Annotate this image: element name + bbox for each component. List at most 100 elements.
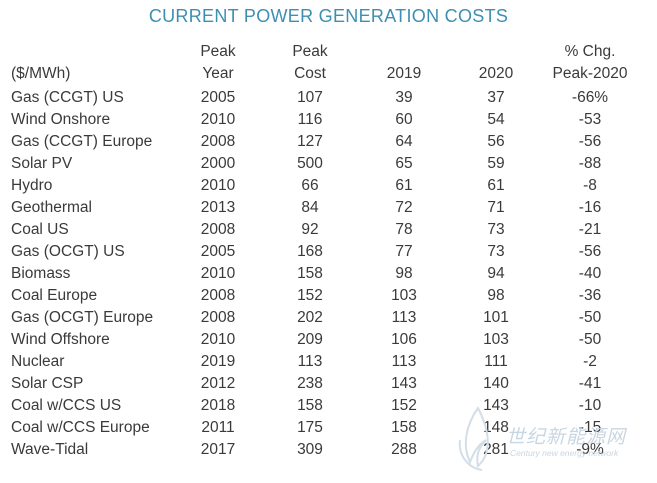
watermark: 世纪新能源网 Century new energy network bbox=[448, 400, 653, 475]
row-pct-change: -50 bbox=[578, 309, 602, 326]
watermark-logo-icon bbox=[458, 406, 489, 471]
row-peak-year: 2010 bbox=[200, 177, 236, 194]
row-peak-cost: 175 bbox=[297, 419, 323, 436]
row-peak-cost: 168 bbox=[297, 243, 323, 260]
row-peak-year: 2005 bbox=[200, 89, 236, 106]
row-pct-change: -50 bbox=[578, 331, 602, 348]
row-pct-change: -9% bbox=[576, 441, 604, 458]
table-row: Coal US 2008 92 78 73 -21 bbox=[0, 219, 657, 241]
table-row: Gas (OCGT) Europe 2008 202 113 101 -50 bbox=[0, 307, 657, 329]
row-2019-cost: 61 bbox=[395, 177, 413, 194]
row-peak-cost: 92 bbox=[301, 221, 319, 238]
row-name: Hydro bbox=[11, 177, 53, 194]
row-2020-cost: 61 bbox=[487, 177, 505, 194]
row-2019-cost: 77 bbox=[395, 243, 413, 260]
table-row: Wave-Tidal 2017 309 288 281 -9% bbox=[0, 439, 657, 461]
row-pct-change: -40 bbox=[578, 265, 602, 282]
row-2019-cost: 78 bbox=[395, 221, 413, 238]
row-2019-cost: 39 bbox=[395, 89, 413, 106]
row-pct-change: -2 bbox=[583, 353, 597, 370]
row-peak-cost: 209 bbox=[297, 331, 323, 348]
table-row: Gas (OCGT) US 2005 168 77 73 -56 bbox=[0, 241, 657, 263]
row-peak-cost: 158 bbox=[297, 397, 323, 414]
row-2019-cost: 106 bbox=[391, 331, 417, 348]
row-name: Biomass bbox=[11, 265, 71, 282]
row-peak-year: 2008 bbox=[200, 287, 236, 304]
row-peak-cost: 127 bbox=[297, 133, 323, 150]
row-2020-cost: 143 bbox=[483, 397, 509, 414]
row-name: Wave-Tidal bbox=[11, 441, 89, 458]
row-2019-cost: 158 bbox=[391, 419, 417, 436]
row-pct-change: -56 bbox=[578, 133, 602, 150]
row-2019-cost: 143 bbox=[391, 375, 417, 392]
row-2020-cost: 37 bbox=[487, 89, 505, 106]
row-peak-year: 2011 bbox=[201, 419, 235, 436]
row-2019-cost: 64 bbox=[395, 133, 413, 150]
watermark-text: 世纪新能源网 bbox=[506, 427, 627, 448]
table-row: Coal w/CCS Europe 2011 175 158 148 -15 bbox=[0, 417, 657, 439]
row-2019-cost: 288 bbox=[391, 441, 417, 458]
row-peak-cost: 152 bbox=[297, 287, 323, 304]
row-2019-cost: 113 bbox=[391, 353, 417, 370]
row-pct-change: -66% bbox=[571, 89, 609, 106]
row-peak-cost: 500 bbox=[297, 155, 323, 172]
row-pct-change: -53 bbox=[578, 111, 602, 128]
row-2020-cost: 140 bbox=[483, 375, 509, 392]
row-2020-cost: 94 bbox=[487, 265, 505, 282]
row-name: Gas (CCGT) Europe bbox=[11, 133, 153, 150]
table-row: Nuclear 2019 113 113 111 -2 bbox=[0, 351, 657, 373]
row-2020-cost: 56 bbox=[487, 133, 505, 150]
table-row: Coal w/CCS US 2018 158 152 143 -10 bbox=[0, 395, 657, 417]
row-2020-cost: 73 bbox=[487, 243, 505, 260]
row-peak-year: 2017 bbox=[200, 441, 236, 458]
row-peak-year: 2012 bbox=[200, 375, 236, 392]
row-2020-cost: 281 bbox=[483, 441, 509, 458]
row-peak-cost: 66 bbox=[301, 177, 319, 194]
header-pct-change-line1: % Chg. bbox=[564, 43, 616, 60]
row-name: Wind Offshore bbox=[11, 331, 110, 348]
row-2020-cost: 59 bbox=[487, 155, 505, 172]
row-peak-cost: 309 bbox=[297, 441, 323, 458]
header-unit: ($/MWh) bbox=[11, 65, 71, 82]
row-2019-cost: 60 bbox=[395, 111, 413, 128]
row-2019-cost: 152 bbox=[391, 397, 417, 414]
row-peak-year: 2010 bbox=[200, 331, 236, 348]
row-2020-cost: 101 bbox=[483, 309, 509, 326]
row-peak-cost: 84 bbox=[301, 199, 319, 216]
row-peak-year: 2013 bbox=[200, 199, 236, 216]
row-pct-change: -10 bbox=[578, 397, 602, 414]
row-name: Coal w/CCS Europe bbox=[11, 419, 150, 436]
row-peak-cost: 113 bbox=[297, 353, 323, 370]
header-peak-cost-line1: Peak bbox=[292, 43, 328, 60]
row-2020-cost: 98 bbox=[487, 287, 505, 304]
row-name: Solar CSP bbox=[11, 375, 84, 392]
row-pct-change: -15 bbox=[578, 419, 602, 436]
row-name: Geothermal bbox=[11, 199, 92, 216]
table-row: Biomass 2010 158 98 94 -40 bbox=[0, 263, 657, 285]
row-name: Coal w/CCS US bbox=[11, 397, 122, 414]
row-peak-year: 2005 bbox=[200, 243, 236, 260]
table-row: Solar PV 2000 500 65 59 -88 bbox=[0, 153, 657, 175]
row-peak-cost: 202 bbox=[297, 309, 323, 326]
header-peak-year-line2: Year bbox=[202, 65, 234, 82]
table-row: Hydro 2010 66 61 61 -8 bbox=[0, 175, 657, 197]
row-pct-change: -41 bbox=[578, 375, 602, 392]
row-pct-change: -56 bbox=[578, 243, 602, 260]
row-2019-cost: 72 bbox=[395, 199, 413, 216]
header-2019: 2019 bbox=[386, 65, 422, 82]
row-name: Gas (OCGT) US bbox=[11, 243, 125, 260]
page-title: CURRENT POWER GENERATION COSTS bbox=[148, 6, 509, 26]
row-2019-cost: 113 bbox=[391, 309, 417, 326]
header-peak-cost-line2: Cost bbox=[294, 65, 326, 82]
row-pct-change: -16 bbox=[578, 199, 602, 216]
row-peak-year: 2019 bbox=[200, 353, 236, 370]
row-peak-cost: 238 bbox=[297, 375, 323, 392]
row-peak-year: 2018 bbox=[200, 397, 236, 414]
row-2020-cost: 148 bbox=[483, 419, 509, 436]
row-pct-change: -36 bbox=[578, 287, 602, 304]
row-2019-cost: 103 bbox=[391, 287, 417, 304]
row-name: Nuclear bbox=[11, 353, 65, 370]
table-row: Wind Offshore 2010 209 106 103 -50 bbox=[0, 329, 657, 351]
table-row: Coal Europe 2008 152 103 98 -36 bbox=[0, 285, 657, 307]
row-peak-year: 2008 bbox=[200, 221, 236, 238]
